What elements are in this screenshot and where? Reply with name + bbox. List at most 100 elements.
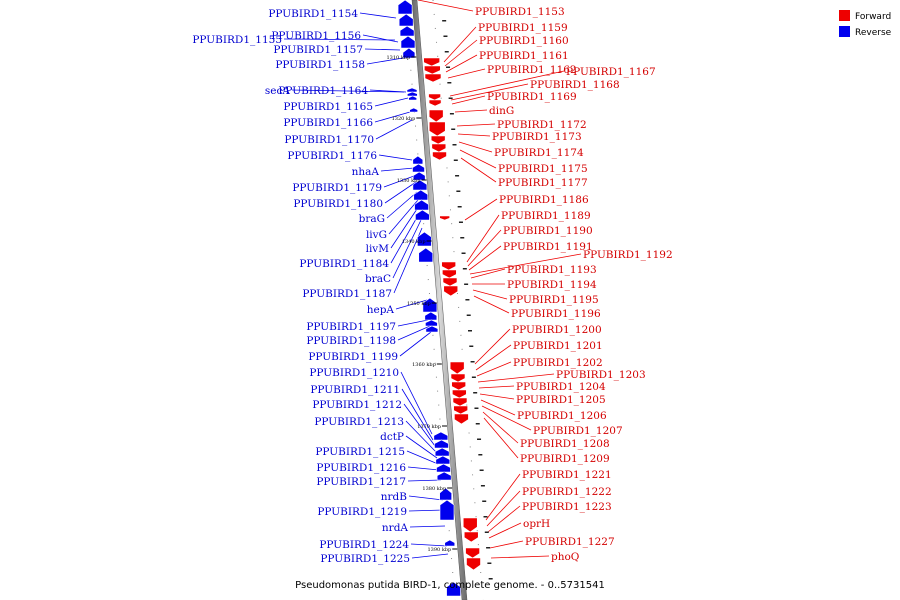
reverse-gene-hepa-label[interactable]: hepA: [367, 304, 395, 316]
forward-gene-feature-25[interactable]: [465, 547, 480, 559]
forward-gene-ppubird1-1207-label[interactable]: PPUBIRD1_1207: [533, 425, 623, 437]
forward-gene-ppubird1-1172-label[interactable]: PPUBIRD1_1172: [497, 119, 587, 131]
reverse-gene-brag-label[interactable]: braG: [359, 213, 385, 225]
forward-gene-ppubird1-1177-label[interactable]: PPUBIRD1_1177: [498, 177, 588, 189]
reverse-gene-livg-label[interactable]: livG: [366, 229, 387, 241]
forward-gene-feature-21[interactable]: [453, 405, 468, 415]
forward-gene-ppubird1-1203-label[interactable]: PPUBIRD1_1203: [556, 369, 646, 381]
reverse-gene-feature-29[interactable]: [439, 487, 452, 501]
forward-gene-ppubird1-1205-label[interactable]: PPUBIRD1_1205: [516, 394, 606, 406]
reverse-gene-ppubird1-1198-label[interactable]: PPUBIRD1_1198: [306, 335, 396, 347]
forward-gene-feature-12[interactable]: [441, 261, 456, 271]
reverse-gene-ppubird1-1170-label[interactable]: PPUBIRD1_1170: [284, 134, 374, 146]
forward-gene-ppubird1-1162-label[interactable]: PPUBIRD1_1162: [487, 64, 577, 76]
forward-gene-feature-3[interactable]: [424, 73, 442, 83]
reverse-gene-feature-18[interactable]: [418, 247, 434, 263]
reverse-gene-feature-24[interactable]: [434, 439, 449, 449]
forward-gene-ppubird1-1173-label[interactable]: PPUBIRD1_1173: [492, 131, 582, 143]
reverse-gene-ppubird1-1217-label[interactable]: PPUBIRD1_1217: [316, 476, 406, 488]
reverse-gene-feature-8[interactable]: [408, 95, 417, 101]
reverse-gene-feature-6[interactable]: [406, 87, 418, 93]
forward-gene-ppubird1-1159-label[interactable]: PPUBIRD1_1159: [478, 22, 568, 34]
reverse-gene-nrdb-label[interactable]: nrdB: [381, 491, 408, 503]
forward-gene-ppubird1-1168-label[interactable]: PPUBIRD1_1168: [530, 79, 620, 91]
reverse-gene-brac-label[interactable]: braC: [365, 273, 391, 285]
forward-gene-ppubird1-1202-label[interactable]: PPUBIRD1_1202: [513, 357, 603, 369]
reverse-gene-ppubird1-1166-label[interactable]: PPUBIRD1_1166: [283, 117, 373, 129]
forward-gene-feature-11[interactable]: [439, 215, 450, 221]
reverse-gene-feature-3[interactable]: [399, 25, 415, 37]
forward-gene-feature-1[interactable]: [423, 57, 440, 67]
reverse-gene-ppubird1-1219-label[interactable]: PPUBIRD1_1219: [317, 506, 407, 518]
reverse-gene-feature-13[interactable]: [412, 179, 428, 191]
forward-gene-feature-2[interactable]: [424, 65, 441, 75]
forward-gene-ppubird1-1206-label[interactable]: PPUBIRD1_1206: [517, 410, 607, 422]
reverse-gene-ppubird1-1212-label[interactable]: PPUBIRD1_1212: [312, 399, 402, 411]
forward-gene-ppubird1-1192-label[interactable]: PPUBIRD1_1192: [583, 249, 673, 261]
forward-gene-feature-7[interactable]: [428, 121, 446, 137]
reverse-gene-seca-label[interactable]: secA: [265, 85, 290, 97]
forward-gene-ding-label[interactable]: dinG: [489, 105, 514, 117]
forward-gene-ppubird1-1169-label[interactable]: PPUBIRD1_1169: [487, 91, 577, 103]
reverse-gene-feature-5[interactable]: [402, 47, 416, 59]
reverse-gene-feature-7[interactable]: [407, 91, 418, 97]
forward-gene-feature-15[interactable]: [443, 285, 459, 297]
reverse-gene-feature-26[interactable]: [435, 455, 451, 465]
reverse-gene-feature-30[interactable]: [439, 499, 455, 521]
forward-gene-ppubird1-1208-label[interactable]: PPUBIRD1_1208: [520, 438, 610, 450]
forward-gene-feature-16[interactable]: [449, 361, 465, 375]
reverse-gene-feature-11[interactable]: [412, 163, 425, 173]
reverse-gene-feature-10[interactable]: [412, 155, 424, 165]
forward-gene-feature-9[interactable]: [431, 143, 447, 153]
reverse-gene-ppubird1-1157-label[interactable]: PPUBIRD1_1157: [273, 44, 363, 56]
reverse-gene-ppubird1-1158-label[interactable]: PPUBIRD1_1158: [275, 59, 365, 71]
reverse-gene-ppubird1-1224-label[interactable]: PPUBIRD1_1224: [319, 539, 409, 551]
reverse-gene-feature-28[interactable]: [436, 471, 452, 481]
reverse-gene-ppubird1-1216-label[interactable]: PPUBIRD1_1216: [316, 462, 406, 474]
forward-gene-ppubird1-1190-label[interactable]: PPUBIRD1_1190: [503, 225, 593, 237]
forward-gene-feature-20[interactable]: [452, 397, 468, 407]
forward-gene-feature-17[interactable]: [450, 373, 466, 383]
forward-gene-feature-6[interactable]: [428, 109, 444, 123]
reverse-gene-feature-15[interactable]: [414, 199, 429, 211]
forward-gene-feature-10[interactable]: [432, 151, 447, 161]
reverse-gene-dctp-label[interactable]: dctP: [380, 431, 404, 443]
reverse-gene-feature-19[interactable]: [422, 297, 438, 313]
forward-gene-feature-4[interactable]: [428, 93, 441, 101]
reverse-gene-ppubird1-1180-label[interactable]: PPUBIRD1_1180: [293, 198, 383, 210]
reverse-gene-nhaa-label[interactable]: nhaA: [352, 166, 380, 178]
reverse-gene-ppubird1-1165-label[interactable]: PPUBIRD1_1165: [283, 101, 373, 113]
forward-gene-feature-5[interactable]: [428, 99, 442, 107]
reverse-gene-livm-label[interactable]: livM: [366, 243, 390, 255]
forward-gene-ppubird1-1193-label[interactable]: PPUBIRD1_1193: [507, 264, 597, 276]
forward-gene-feature-18[interactable]: [451, 381, 466, 391]
forward-gene-ppubird1-1222-label[interactable]: PPUBIRD1_1222: [522, 486, 612, 498]
reverse-gene-ppubird1-1176-label[interactable]: PPUBIRD1_1176: [287, 150, 377, 162]
forward-gene-ppubird1-1153-label[interactable]: PPUBIRD1_1153: [475, 6, 565, 18]
reverse-gene-ppubird1-1199-label[interactable]: PPUBIRD1_1199: [308, 351, 398, 363]
reverse-gene-ppubird1-1164-label[interactable]: PPUBIRD1_1164: [278, 85, 368, 97]
forward-gene-feature-22[interactable]: [454, 413, 469, 425]
forward-gene-feature-13[interactable]: [442, 269, 457, 279]
forward-gene-ppubird1-1161-label[interactable]: PPUBIRD1_1161: [479, 50, 569, 62]
reverse-gene-ppubird1-1187-label[interactable]: PPUBIRD1_1187: [302, 288, 392, 300]
forward-gene-feature-14[interactable]: [442, 277, 458, 287]
reverse-gene-feature-12[interactable]: [412, 171, 426, 181]
reverse-gene-feature-32[interactable]: [446, 581, 461, 597]
forward-gene-ppubird1-1200-label[interactable]: PPUBIRD1_1200: [512, 324, 602, 336]
reverse-gene-feature-27[interactable]: [436, 463, 451, 473]
forward-gene-phoq-label[interactable]: phoQ: [551, 551, 580, 563]
reverse-gene-ppubird1-1215-label[interactable]: PPUBIRD1_1215: [315, 446, 405, 458]
reverse-gene-ppubird1-1154-label[interactable]: PPUBIRD1_1154: [268, 8, 358, 20]
forward-gene-ppubird1-1223-label[interactable]: PPUBIRD1_1223: [522, 501, 612, 513]
forward-gene-ppubird1-1189-label[interactable]: PPUBIRD1_1189: [501, 210, 591, 222]
forward-gene-feature-23[interactable]: [462, 517, 478, 533]
forward-gene-ppubird1-1175-label[interactable]: PPUBIRD1_1175: [498, 163, 588, 175]
reverse-gene-feature-22[interactable]: [425, 325, 439, 333]
forward-gene-ppubird1-1174-label[interactable]: PPUBIRD1_1174: [494, 147, 584, 159]
reverse-gene-feature-25[interactable]: [434, 447, 450, 457]
reverse-gene-ppubird1-1213-label[interactable]: PPUBIRD1_1213: [314, 416, 404, 428]
reverse-gene-feature-16[interactable]: [415, 209, 430, 221]
reverse-gene-ppubird1-1225-label[interactable]: PPUBIRD1_1225: [320, 553, 410, 565]
forward-gene-ppubird1-1196-label[interactable]: PPUBIRD1_1196: [511, 308, 601, 320]
